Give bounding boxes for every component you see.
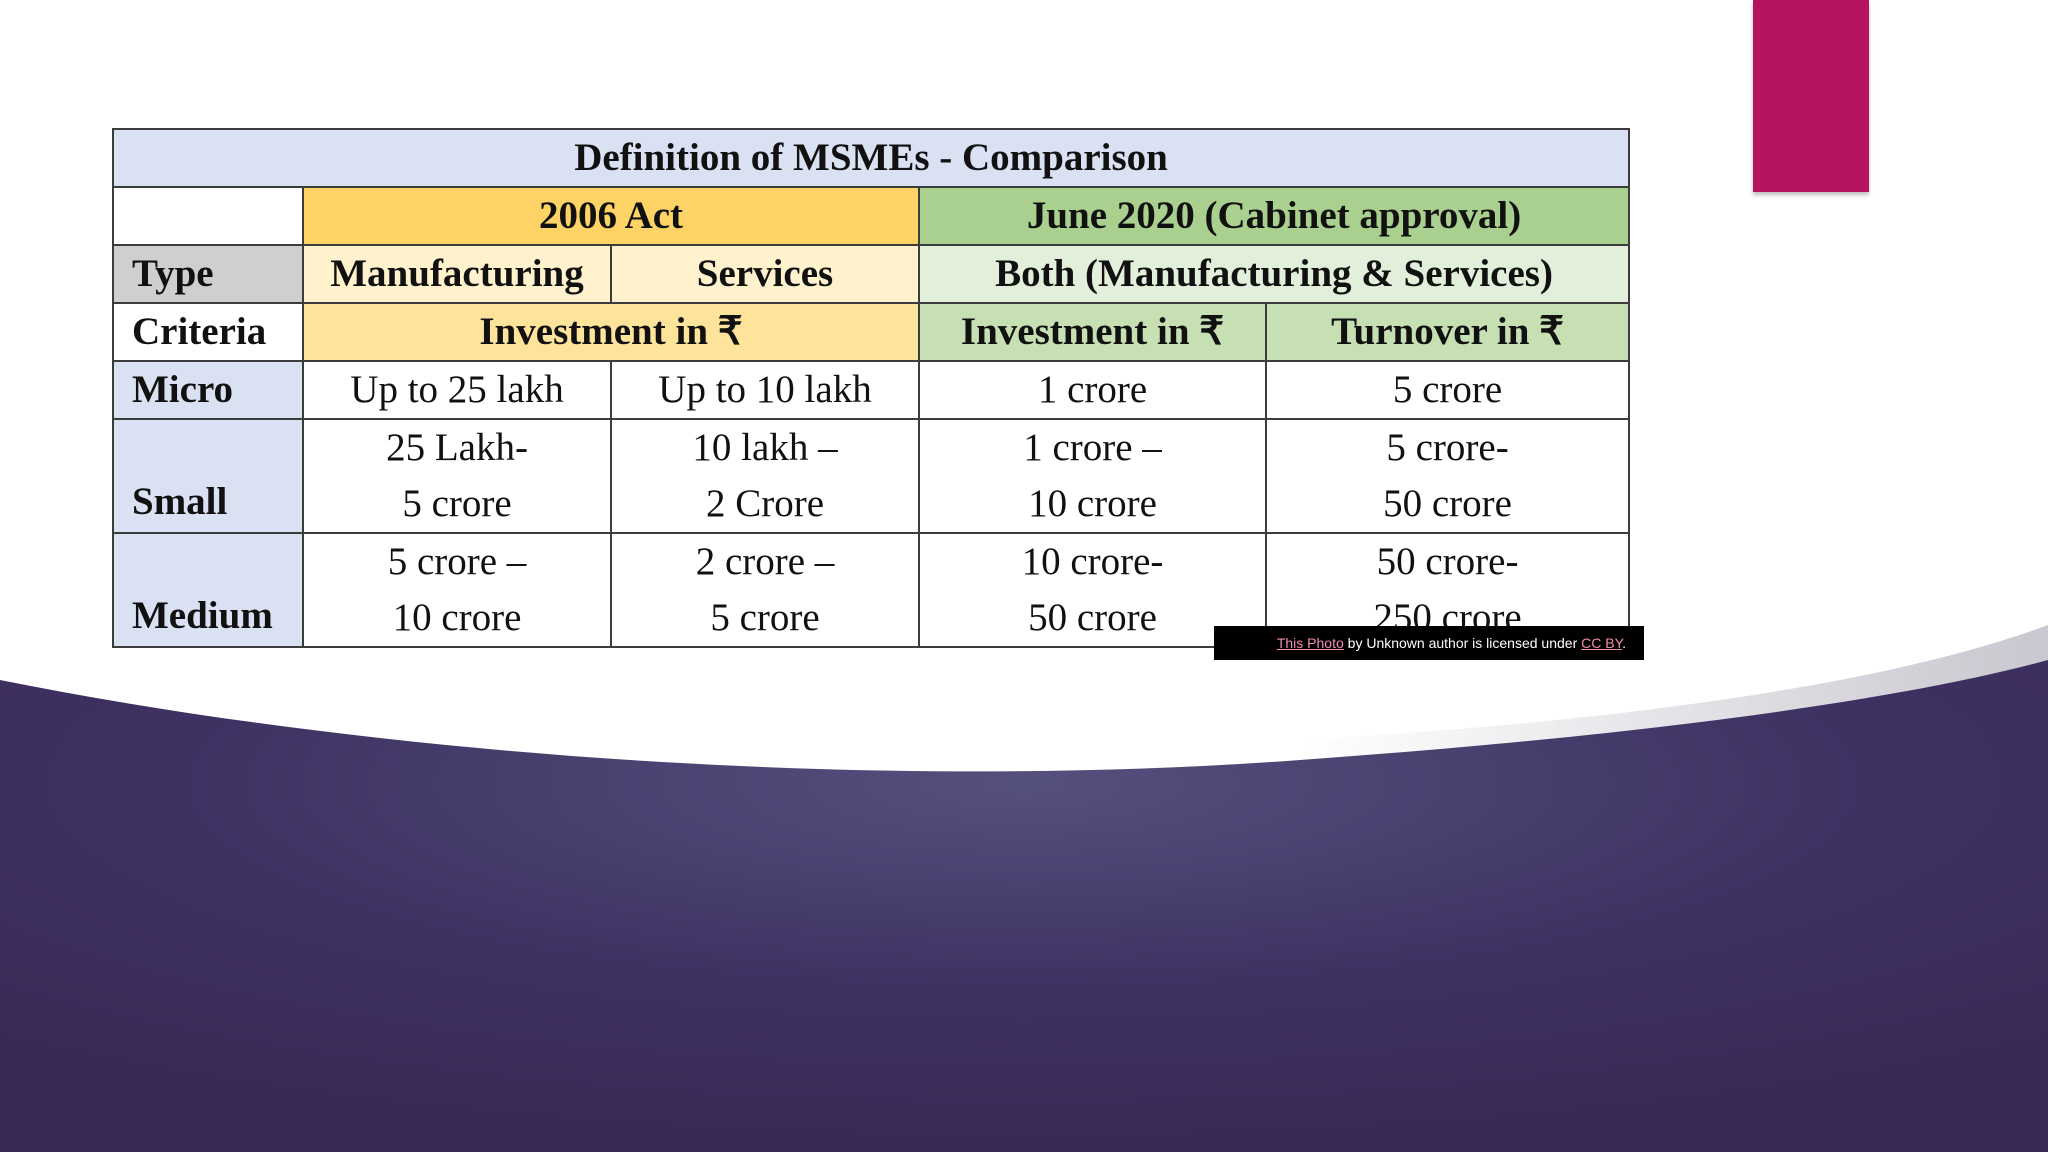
row-label-small: Small bbox=[112, 418, 304, 534]
micro-manufacturing: Up to 25 lakh bbox=[302, 360, 612, 420]
header-investment-2006: Investment in ₹ bbox=[302, 302, 920, 362]
header-turnover-2020: Turnover in ₹ bbox=[1264, 302, 1631, 362]
type-label: Type bbox=[112, 244, 304, 304]
medium-services: 2 crore –5 crore bbox=[610, 532, 920, 648]
table-row: Micro Up to 25 lakh Up to 10 lakh 1 cror… bbox=[112, 360, 1631, 420]
medium-manufacturing: 5 crore –10 crore bbox=[302, 532, 612, 648]
header-both: Both (Manufacturing & Services) bbox=[917, 244, 1631, 304]
credit-end: . bbox=[1622, 635, 1626, 651]
header-2020-approval: June 2020 (Cabinet approval) bbox=[917, 186, 1631, 246]
micro-turnover: 5 crore bbox=[1264, 360, 1631, 420]
micro-investment: 1 crore bbox=[918, 360, 1267, 420]
small-services: 10 lakh –2 Crore bbox=[610, 418, 920, 534]
credit-text: by Unknown author is licensed under bbox=[1343, 635, 1582, 651]
photo-link[interactable]: This Photo bbox=[1276, 635, 1344, 651]
small-manufacturing: 25 Lakh- 5 crore bbox=[302, 418, 612, 534]
small-turnover: 5 crore- 50 crore bbox=[1264, 418, 1631, 534]
medium-investment: 10 crore- 50 crore bbox=[918, 532, 1267, 648]
header-investment-2020: Investment in ₹ bbox=[918, 302, 1267, 362]
row-label-medium: Medium bbox=[112, 532, 304, 648]
empty-corner-cell bbox=[112, 186, 304, 246]
small-investment: 1 crore –10 crore bbox=[918, 418, 1267, 534]
table-title: Definition of MSMEs - Comparison bbox=[111, 128, 1631, 188]
msme-table: Definition of MSMEs - Comparison 2006 Ac… bbox=[111, 128, 1631, 648]
msme-comparison-image: Definition of MSMEs - Comparison 2006 Ac… bbox=[111, 128, 1631, 648]
header-2006-act: 2006 Act bbox=[302, 186, 920, 246]
accent-bar bbox=[1753, 0, 1869, 192]
criteria-label: Criteria bbox=[112, 302, 304, 362]
micro-services: Up to 10 lakh bbox=[610, 360, 920, 420]
table-row: Small 25 Lakh- 5 crore 10 lakh –2 Crore 1… bbox=[112, 418, 1631, 534]
header-services: Services bbox=[610, 244, 920, 304]
header-manufacturing: Manufacturing bbox=[302, 244, 612, 304]
table-row: Medium 5 crore –10 crore 2 crore –5 cror… bbox=[112, 532, 1631, 648]
row-label-micro: Micro bbox=[112, 360, 304, 420]
photo-credit: This Photo by Unknown author is licensed… bbox=[1214, 626, 1644, 660]
license-link[interactable]: CC BY bbox=[1581, 635, 1623, 651]
